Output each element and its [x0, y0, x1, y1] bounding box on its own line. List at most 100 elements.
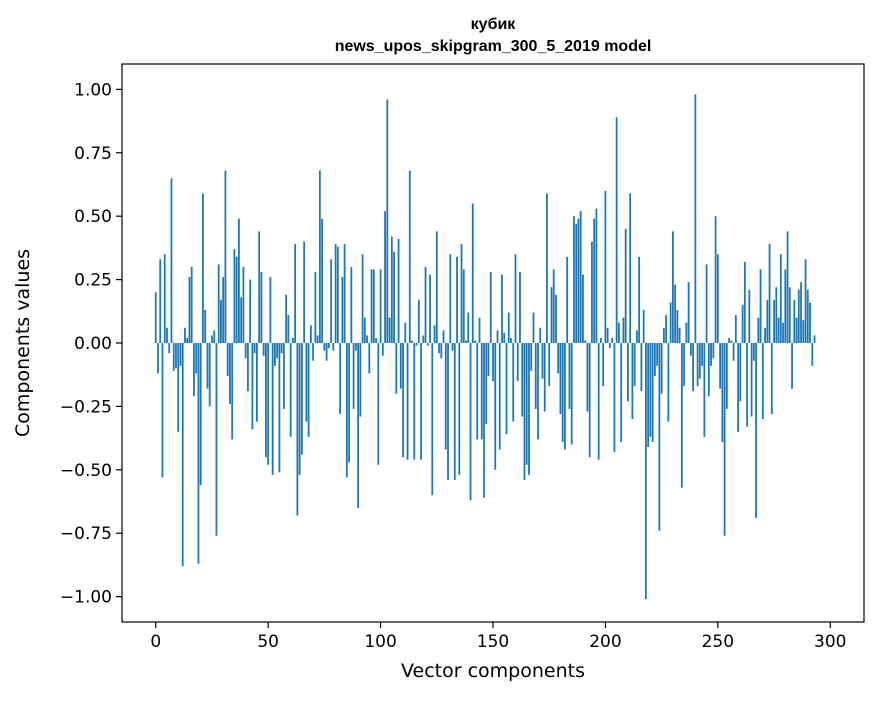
bar	[804, 259, 807, 343]
bar	[251, 343, 254, 430]
bar	[782, 322, 784, 343]
bar	[175, 343, 177, 369]
bar	[795, 317, 798, 343]
bar	[516, 343, 519, 382]
bar	[613, 343, 616, 453]
bar	[170, 178, 173, 343]
bar	[591, 241, 593, 343]
bar	[177, 343, 180, 432]
bar	[386, 99, 389, 343]
bar	[456, 256, 458, 343]
bar	[157, 343, 159, 374]
bar	[705, 264, 708, 343]
bar	[256, 343, 258, 422]
bar	[618, 322, 620, 343]
bar	[220, 299, 222, 343]
bar	[478, 317, 481, 343]
bar	[166, 327, 168, 343]
bar	[611, 337, 614, 343]
bar	[395, 343, 398, 394]
bar	[372, 269, 375, 343]
bar	[510, 337, 512, 343]
bar	[685, 322, 688, 343]
bar	[775, 287, 778, 343]
bar	[359, 343, 362, 417]
bar	[444, 343, 447, 450]
bar	[363, 317, 366, 343]
bar	[550, 287, 553, 343]
bar	[339, 343, 341, 415]
bar	[600, 337, 602, 343]
bar	[633, 343, 636, 387]
bar	[743, 261, 746, 343]
bar	[368, 343, 371, 374]
bar	[629, 193, 632, 343]
bar	[199, 343, 202, 486]
bars-group	[154, 94, 816, 600]
bar	[291, 337, 294, 343]
bar	[226, 343, 229, 376]
bar	[278, 343, 281, 473]
bar	[739, 343, 742, 402]
bar	[636, 330, 638, 343]
bar	[806, 289, 809, 343]
bar	[305, 343, 308, 422]
bar	[575, 223, 578, 343]
bar	[193, 343, 195, 397]
bar	[197, 343, 200, 564]
bar	[761, 343, 764, 420]
bar	[449, 254, 452, 343]
bar	[321, 218, 324, 343]
bar	[336, 246, 339, 343]
bar	[334, 244, 337, 343]
bar	[559, 343, 562, 415]
bar	[195, 343, 198, 374]
bar	[669, 302, 672, 343]
y-tick-label: −1.00	[60, 588, 112, 608]
bar	[307, 343, 310, 437]
bar	[388, 317, 391, 343]
bar	[274, 343, 276, 366]
bar	[285, 294, 288, 343]
bar	[379, 269, 382, 343]
y-axis-label: Components values	[12, 249, 34, 437]
bar	[800, 282, 802, 343]
bar	[154, 292, 157, 343]
bar	[649, 343, 652, 437]
bar	[361, 254, 364, 343]
bar	[759, 269, 762, 343]
bar	[678, 327, 681, 343]
bar	[586, 343, 589, 412]
bar	[593, 218, 596, 343]
bar	[507, 312, 510, 343]
bar	[282, 343, 285, 409]
bar	[260, 271, 263, 343]
bar	[447, 343, 449, 480]
bar	[620, 343, 623, 442]
bar	[492, 343, 494, 382]
bar	[384, 211, 386, 343]
bar	[786, 231, 789, 343]
bar	[797, 289, 800, 343]
bar	[674, 284, 677, 343]
bar	[728, 337, 730, 343]
x-tick-label: 250	[702, 632, 734, 652]
bar	[253, 343, 256, 354]
y-axis-ticks: 1.00 0.75 0.50 0.25 0.00 −0.25 −0.50 −0.75 −1.00	[60, 80, 122, 608]
bar	[474, 340, 476, 343]
bar	[424, 266, 427, 343]
bar	[370, 269, 373, 343]
bar	[784, 269, 787, 343]
bar	[242, 266, 245, 343]
bar	[525, 343, 528, 465]
bar	[480, 343, 483, 440]
bar	[741, 304, 744, 343]
bar	[503, 332, 506, 343]
bar	[523, 343, 526, 480]
bar	[375, 337, 377, 343]
bar	[298, 343, 301, 475]
bar	[748, 289, 751, 343]
bar	[487, 343, 490, 376]
bar	[624, 228, 627, 343]
chart-subtitle: news_upos_skipgram_300_5_2019 model	[335, 38, 652, 55]
